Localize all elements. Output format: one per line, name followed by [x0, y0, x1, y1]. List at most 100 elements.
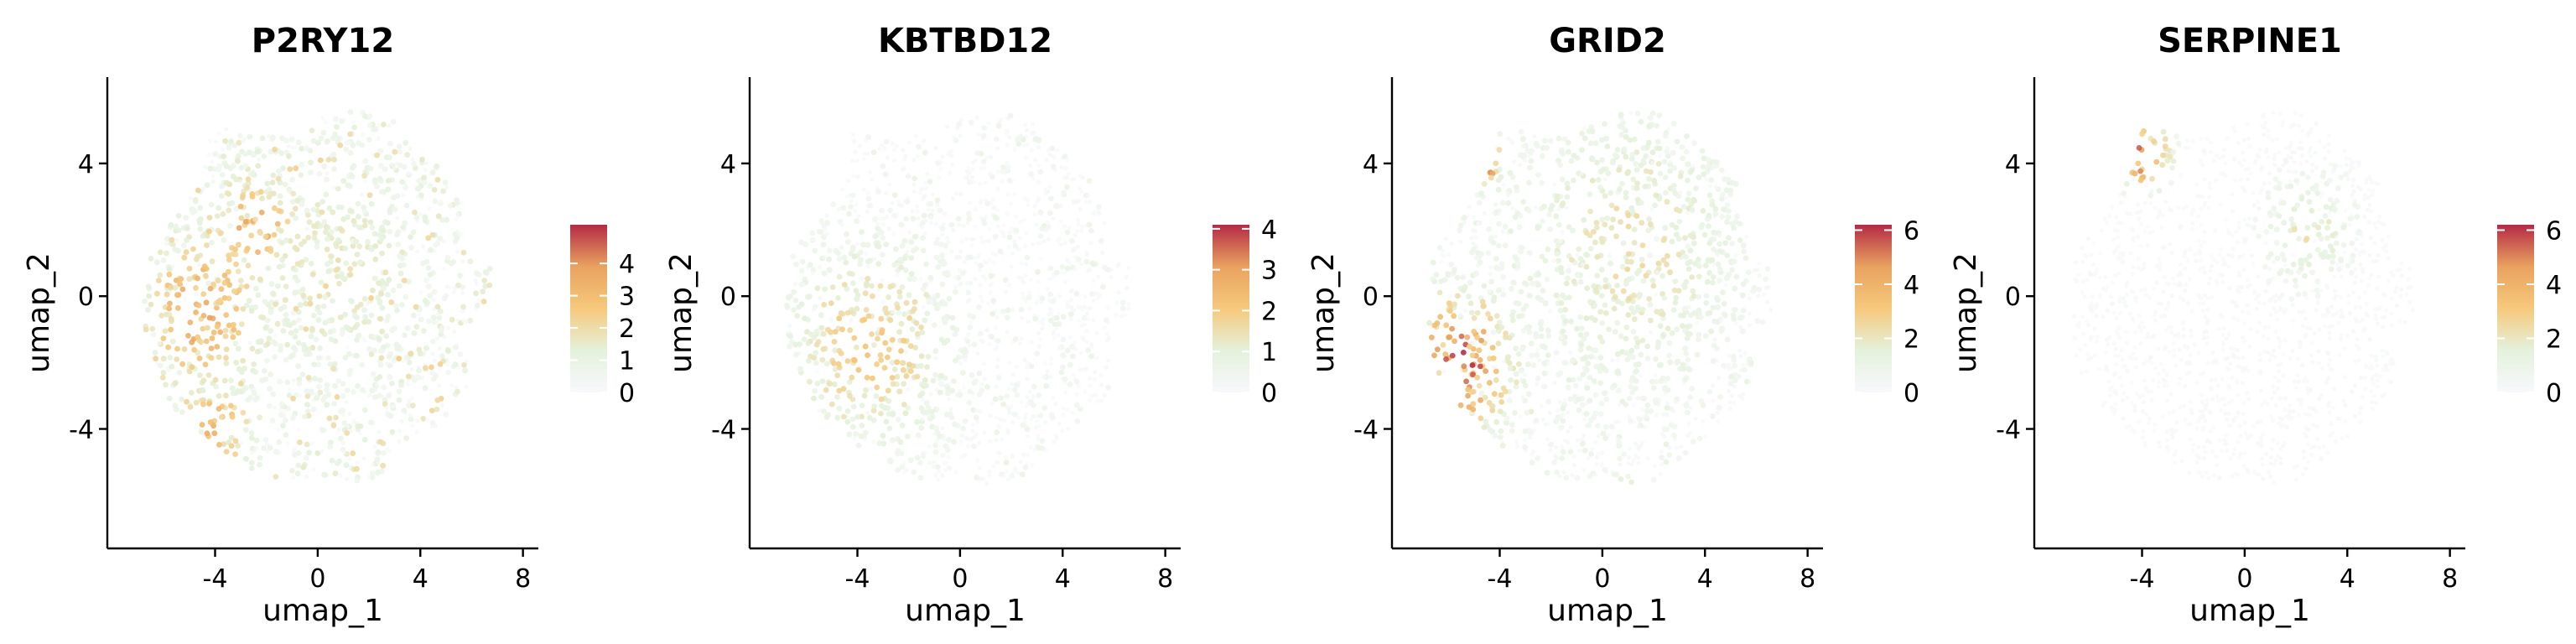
cell-point — [1491, 294, 1498, 301]
cell-point — [1687, 247, 1694, 254]
cell-point — [1649, 110, 1656, 117]
cell-point — [799, 258, 806, 265]
cell-point — [1625, 223, 1632, 230]
cell-point — [1564, 205, 1569, 210]
cell-point — [1727, 191, 1733, 198]
cell-point — [1046, 148, 1051, 153]
cell-point — [239, 440, 244, 445]
cell-point — [2363, 387, 2368, 392]
cell-point — [1010, 453, 1015, 458]
cell-point — [1445, 271, 1452, 278]
cell-point — [2310, 288, 2315, 293]
cell-point — [340, 178, 347, 184]
cell-point — [907, 343, 914, 349]
cell-point — [1654, 292, 1659, 297]
cell-point — [1659, 273, 1665, 279]
cell-point — [1012, 242, 1019, 249]
cell-point — [1624, 266, 1631, 273]
cell-point — [1048, 195, 1054, 202]
cell-point — [1634, 297, 1639, 302]
cell-point — [1593, 363, 1599, 370]
cell-point — [969, 437, 974, 442]
cell-point — [272, 146, 278, 153]
cell-point — [937, 207, 943, 214]
cell-point — [307, 295, 313, 302]
cell-point — [919, 330, 926, 335]
cell-point — [289, 176, 295, 183]
cell-point — [1593, 289, 1600, 295]
cell-point — [273, 252, 280, 258]
cell-point — [853, 288, 860, 294]
cell-point — [1036, 344, 1042, 349]
cell-point — [278, 408, 283, 413]
cell-point — [883, 190, 889, 196]
cell-point — [201, 263, 208, 270]
cell-point — [1056, 333, 1061, 338]
cell-point — [882, 305, 889, 311]
cell-point — [1035, 418, 1040, 423]
cell-point — [871, 403, 878, 409]
cell-point — [1500, 385, 1507, 392]
cell-point — [291, 475, 296, 480]
cell-point — [2274, 255, 2281, 262]
cell-point — [974, 115, 979, 121]
cell-point — [1506, 136, 1511, 141]
cell-point — [1586, 128, 1592, 134]
cell-point — [1722, 240, 1728, 247]
cell-point — [828, 300, 834, 306]
cell-point — [379, 304, 386, 311]
cell-point — [863, 307, 870, 313]
cell-point — [967, 388, 973, 395]
cell-point — [345, 325, 351, 332]
cell-point — [2263, 229, 2270, 235]
cell-point — [1616, 436, 1621, 441]
cell-point — [2223, 411, 2228, 416]
cell-point — [1757, 273, 1762, 278]
cell-point — [425, 277, 430, 282]
cell-point — [1740, 396, 1745, 401]
cell-point — [859, 229, 865, 235]
cell-point — [206, 400, 213, 407]
cell-point — [944, 124, 950, 129]
cell-point — [891, 192, 898, 199]
cell-point — [907, 230, 912, 235]
cell-point — [473, 306, 478, 312]
cell-point — [949, 249, 954, 254]
cell-point — [1623, 190, 1629, 196]
cell-point — [2223, 161, 2228, 166]
cell-point — [1038, 337, 1043, 342]
panel-title: KBTBD12 — [878, 22, 1052, 60]
cell-point — [1633, 441, 1638, 446]
cell-point — [188, 195, 193, 200]
cell-point — [335, 273, 340, 279]
cell-point — [379, 278, 386, 284]
cell-point — [248, 308, 255, 314]
cell-point — [836, 256, 843, 262]
cell-point — [2305, 391, 2311, 396]
cell-point — [906, 276, 913, 283]
cell-point — [891, 309, 896, 314]
cell-point — [1557, 162, 1563, 169]
cell-point — [1662, 386, 1669, 392]
cell-point — [836, 315, 843, 322]
cell-point — [917, 460, 923, 466]
cell-point — [1078, 367, 1083, 372]
cell-point — [2362, 250, 2367, 255]
cell-point — [1628, 479, 1634, 486]
cell-point — [377, 135, 382, 140]
cell-point — [1628, 377, 1635, 384]
cell-point — [1623, 153, 1629, 160]
cell-point — [855, 442, 862, 449]
cell-point — [330, 298, 335, 304]
cell-point — [414, 218, 419, 223]
cell-point — [878, 396, 885, 402]
cell-point — [948, 171, 953, 176]
cell-point — [231, 163, 236, 169]
cell-point — [1020, 275, 1025, 280]
cell-point — [854, 345, 860, 351]
cell-point — [1036, 196, 1041, 201]
cell-point — [1670, 149, 1676, 156]
cell-point — [1768, 307, 1774, 312]
cell-point — [1669, 238, 1675, 245]
cell-point — [1602, 466, 1608, 473]
